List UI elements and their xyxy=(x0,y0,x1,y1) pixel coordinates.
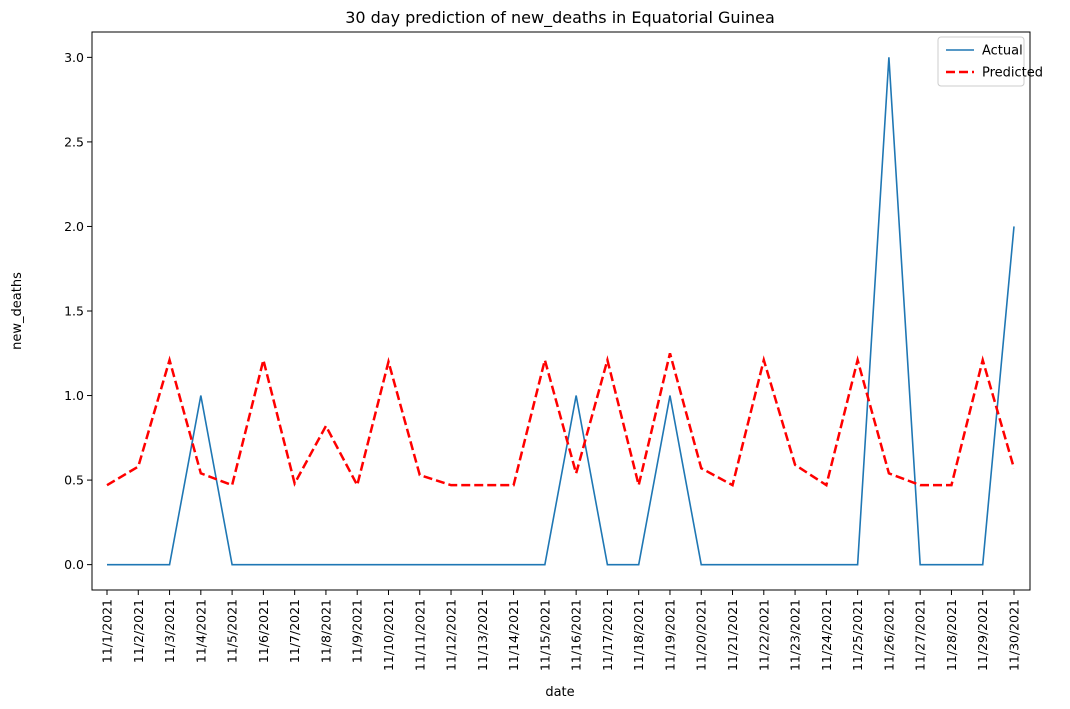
x-tick-label: 11/10/2021 xyxy=(381,599,396,671)
y-tick-label: 3.0 xyxy=(64,50,84,65)
y-tick-label: 1.5 xyxy=(64,304,84,319)
series-layer xyxy=(106,57,1016,566)
y-axis-label: new_deaths xyxy=(10,272,25,350)
x-axis: 11/1/2021 11/2/2021 11/3/2021 11/4/2021 11/5… xyxy=(100,590,1022,671)
y-tick-label: 0.5 xyxy=(64,473,84,488)
x-tick-label: 11/9/2021 xyxy=(350,599,365,663)
x-tick-label: 11/5/2021 xyxy=(225,599,240,663)
x-tick-label: 11/14/2021 xyxy=(506,599,521,671)
x-tick-label: 11/24/2021 xyxy=(819,599,834,671)
y-tick-label: 2.5 xyxy=(64,134,84,149)
x-tick-label: 11/15/2021 xyxy=(537,599,552,671)
x-tick-label: 11/11/2021 xyxy=(412,599,427,671)
x-axis-label: date xyxy=(545,685,574,700)
x-tick-label: 11/18/2021 xyxy=(631,599,646,671)
x-tick-label: 11/6/2021 xyxy=(256,599,271,663)
x-tick-label: 11/21/2021 xyxy=(725,599,740,671)
x-tick-label: 11/25/2021 xyxy=(850,599,865,671)
legend: Actual Predicted xyxy=(937,36,1043,87)
series-line-actual xyxy=(107,57,1015,566)
x-tick-label: 11/8/2021 xyxy=(318,599,333,663)
x-tick-label: 11/28/2021 xyxy=(944,599,959,671)
x-tick-label: 11/23/2021 xyxy=(788,599,803,671)
x-tick-label: 11/22/2021 xyxy=(756,599,771,671)
x-tick-label: 11/1/2021 xyxy=(100,599,115,663)
y-axis: 0.0 0.5 1.0 1.5 2.0 2.5 3.0 xyxy=(64,50,92,572)
x-tick-label: 11/19/2021 xyxy=(662,599,677,671)
x-tick-label: 11/27/2021 xyxy=(913,599,928,671)
x-tick-label: 11/7/2021 xyxy=(287,599,302,663)
x-tick-label: 11/13/2021 xyxy=(475,599,490,671)
x-tick-label: 11/20/2021 xyxy=(694,599,709,671)
x-tick-label: 11/17/2021 xyxy=(600,599,615,671)
x-tick-label: 11/2/2021 xyxy=(131,599,146,663)
legend-label: Actual xyxy=(982,44,1023,59)
series-line-predicted xyxy=(106,352,1016,489)
x-tick-label: 11/30/2021 xyxy=(1007,599,1022,671)
x-tick-label: 11/16/2021 xyxy=(569,599,584,671)
chart-title: 30 day prediction of new_deaths in Equat… xyxy=(345,8,775,28)
legend-label: Predicted xyxy=(982,66,1043,81)
y-tick-label: 0.0 xyxy=(64,557,84,572)
y-tick-label: 2.0 xyxy=(64,219,84,234)
x-tick-label: 11/3/2021 xyxy=(162,599,177,663)
y-tick-label: 1.0 xyxy=(64,388,84,403)
x-tick-label: 11/4/2021 xyxy=(193,599,208,663)
x-tick-label: 11/29/2021 xyxy=(975,599,990,671)
x-tick-label: 11/26/2021 xyxy=(881,599,896,671)
x-tick-label: 11/12/2021 xyxy=(444,599,459,671)
